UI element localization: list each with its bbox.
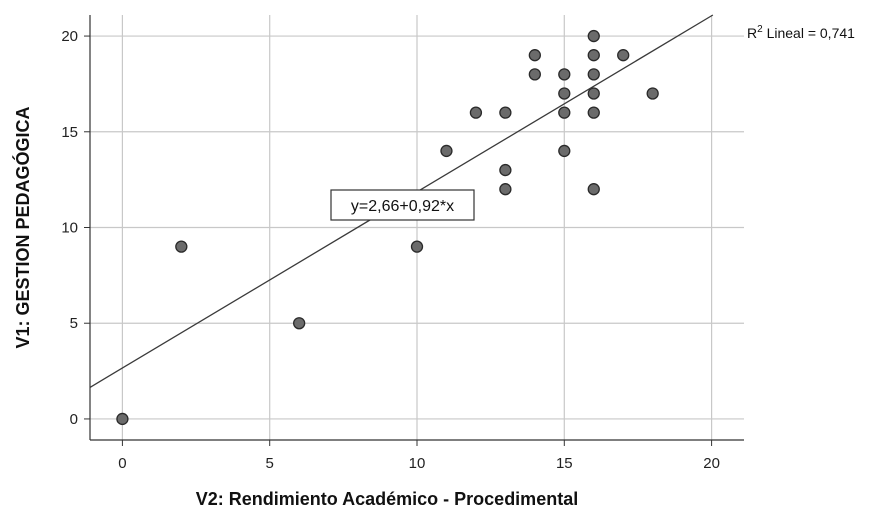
x-axis-title: V2: Rendimiento Académico - Procedimenta…	[196, 489, 578, 509]
data-point	[175, 240, 188, 253]
data-point	[558, 106, 571, 119]
y-axis-title: V1: GESTION PEDAGÓGICA	[12, 106, 33, 348]
data-point	[499, 163, 512, 177]
x-tick-label: 5	[266, 455, 274, 472]
data-point	[558, 68, 571, 81]
data-point	[528, 49, 541, 62]
r-squared-superscript: 2	[757, 24, 763, 35]
data-point	[558, 87, 571, 100]
data-point	[293, 317, 306, 330]
data-point	[587, 49, 600, 62]
data-point	[587, 68, 600, 81]
data-point	[587, 106, 600, 119]
grid-lines	[84, 15, 744, 446]
data-point	[499, 106, 512, 119]
data-point	[469, 106, 483, 119]
y-tick-label: 20	[61, 28, 78, 45]
x-tick-label: 10	[409, 455, 426, 472]
data-points	[116, 29, 659, 426]
y-tick-label: 0	[70, 411, 78, 428]
r-squared-label: R2 Lineal = 0,741	[747, 24, 855, 41]
data-point	[410, 240, 424, 253]
x-tick-label: 0	[118, 455, 126, 472]
data-point	[528, 68, 541, 81]
data-point	[440, 144, 453, 158]
data-point	[587, 87, 600, 100]
y-tick-label: 15	[61, 124, 78, 141]
axes	[89, 15, 744, 441]
r-squared-value: Lineal = 0,741	[763, 25, 855, 41]
equation-label: y=2,66+0,92*x	[351, 198, 454, 215]
x-tick-labels: 0 5 10 15 20	[118, 455, 720, 472]
data-point	[587, 183, 600, 196]
data-point	[617, 49, 630, 62]
data-point	[646, 87, 659, 100]
data-point	[116, 412, 129, 426]
data-point	[587, 29, 600, 43]
data-point	[499, 183, 512, 196]
y-tick-labels: 0 5 10 15 20	[61, 28, 78, 428]
x-tick-label: 20	[703, 455, 720, 472]
equation-box-frame	[330, 189, 475, 221]
y-tick-label: 5	[70, 315, 78, 332]
equation-box: y=2,66+0,92*x	[330, 189, 475, 221]
x-tick-label: 15	[556, 455, 573, 472]
y-tick-label: 10	[61, 220, 78, 237]
data-point	[558, 144, 571, 158]
r-squared-prefix: R	[747, 25, 757, 41]
